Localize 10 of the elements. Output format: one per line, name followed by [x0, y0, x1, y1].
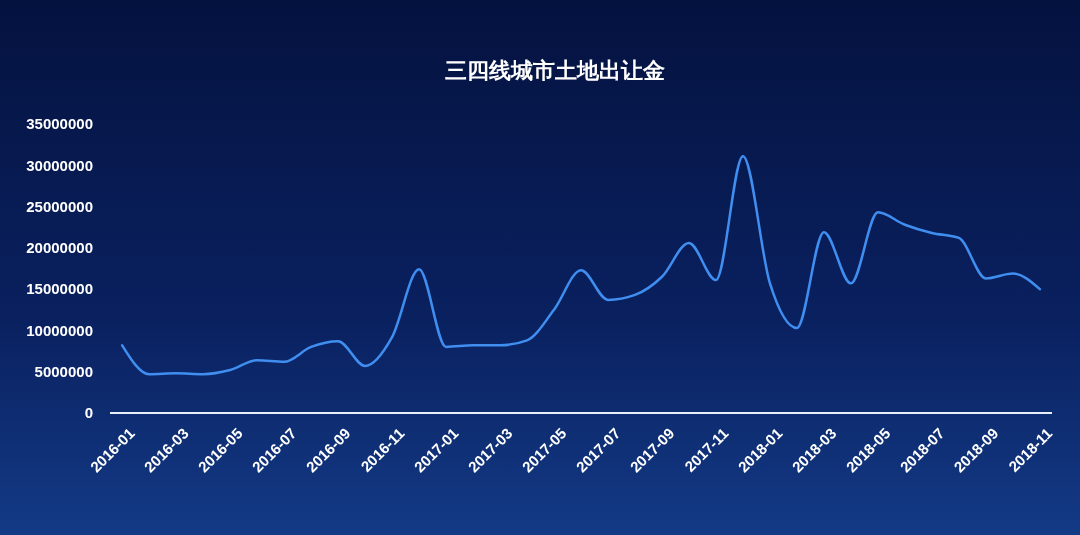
y-tick-label: 10000000 — [26, 321, 93, 339]
y-tick-label: 35000000 — [26, 115, 93, 133]
line-series — [120, 154, 1042, 376]
y-tick-label: 20000000 — [26, 239, 93, 257]
y-tick-label: 25000000 — [26, 197, 93, 215]
y-tick-label: 30000000 — [26, 156, 93, 174]
y-tick-label: 5000000 — [34, 362, 93, 380]
chart-title: 三四线城市土地出让金 — [445, 58, 665, 83]
y-tick-label: 0 — [84, 404, 93, 422]
y-tick-label: 15000000 — [26, 280, 93, 298]
